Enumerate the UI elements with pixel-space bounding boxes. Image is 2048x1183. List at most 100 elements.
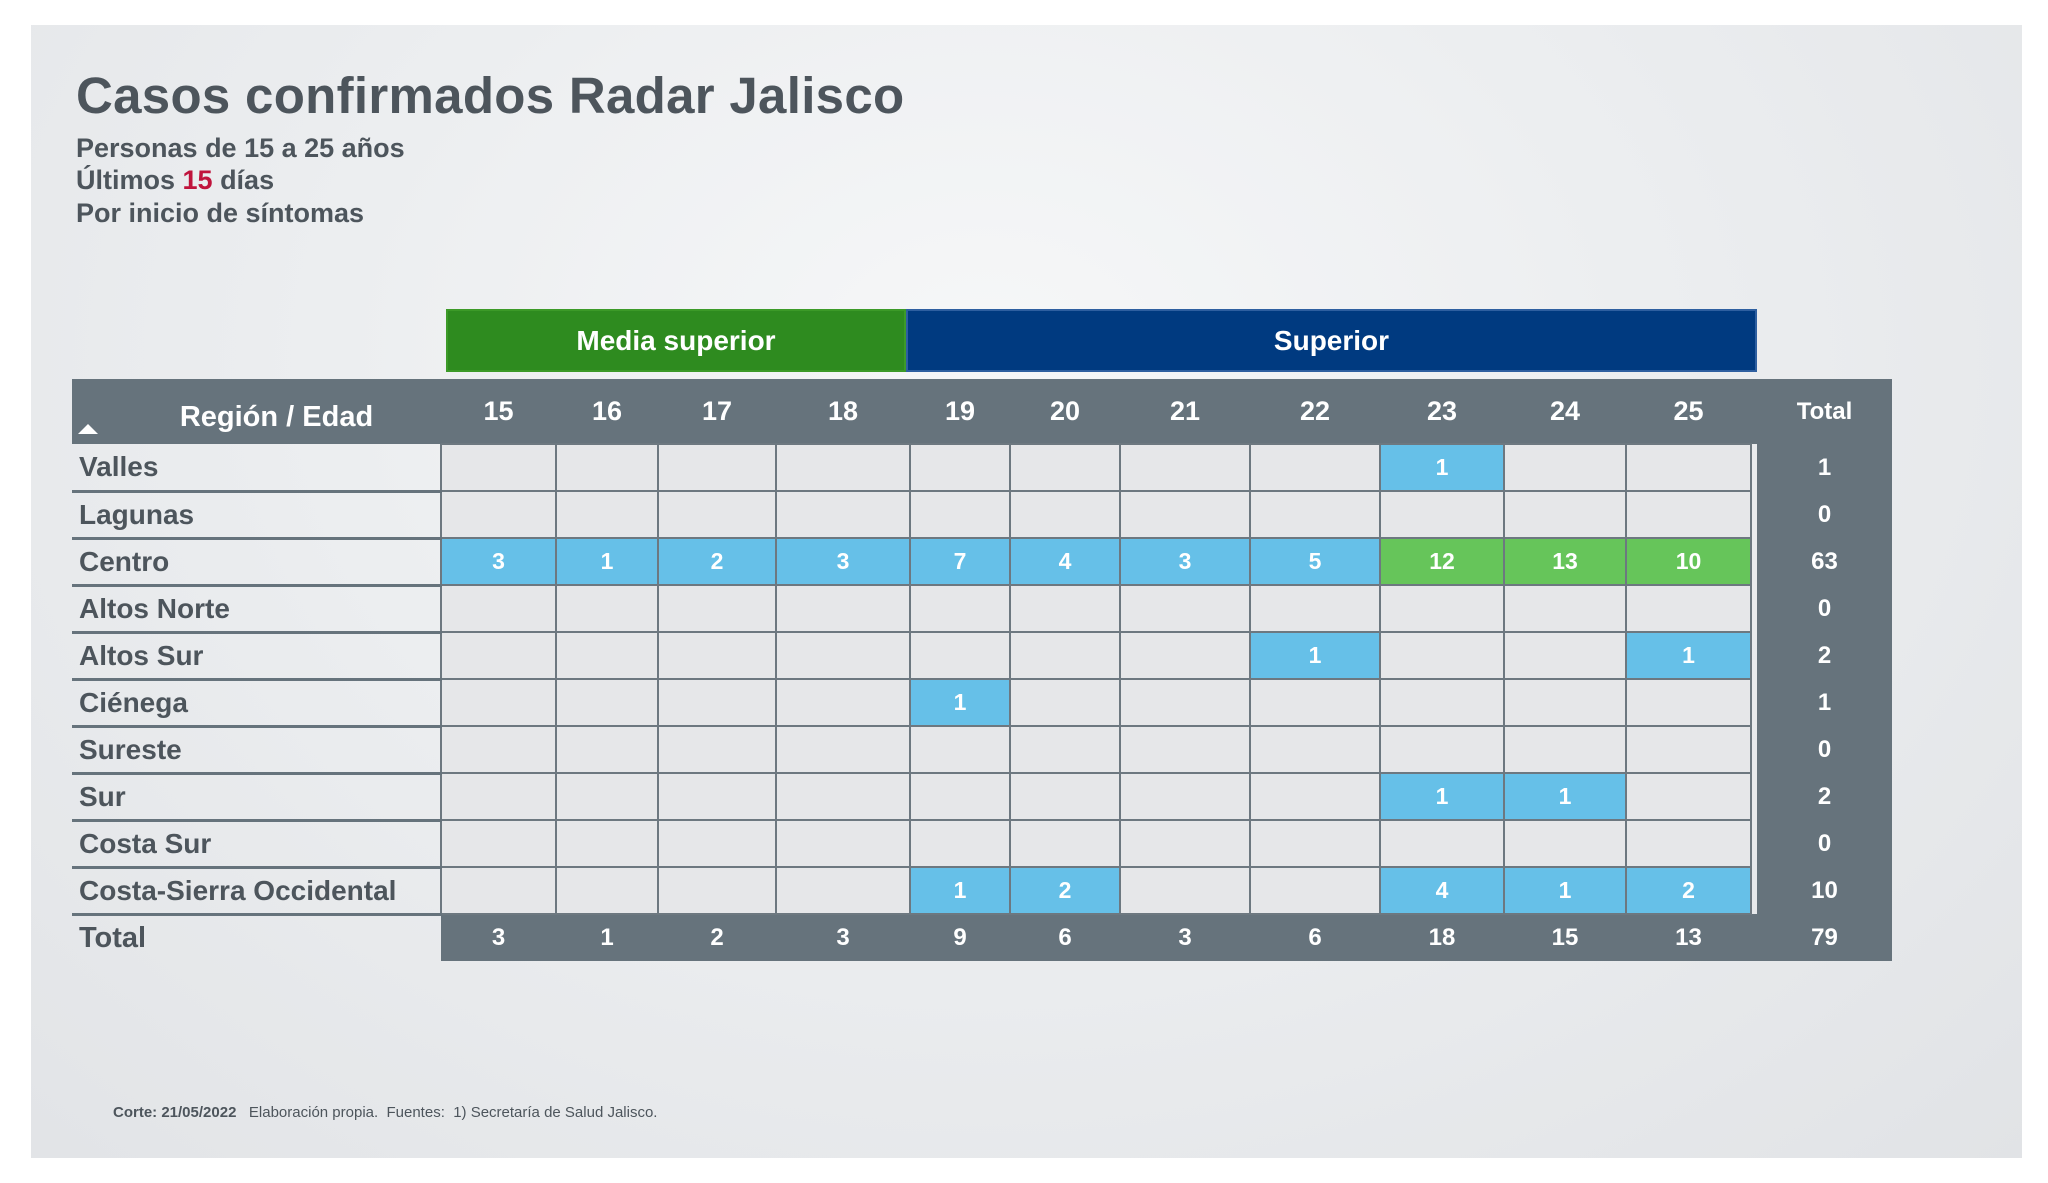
case-count-cell[interactable] (1249, 866, 1381, 915)
case-count-cell[interactable]: 1 (1503, 866, 1627, 915)
case-count-cell[interactable] (555, 443, 659, 492)
case-count-cell[interactable] (555, 725, 659, 774)
case-count-cell[interactable] (440, 819, 557, 868)
case-count-cell[interactable] (1009, 819, 1121, 868)
case-count-cell[interactable] (775, 725, 911, 774)
case-count-cell[interactable] (657, 443, 777, 492)
case-count-cell[interactable] (1249, 490, 1381, 539)
case-count-cell[interactable] (1119, 725, 1251, 774)
age-column-header[interactable]: 24 (1504, 379, 1626, 444)
case-count-cell[interactable] (1625, 443, 1752, 492)
case-count-cell[interactable] (440, 443, 557, 492)
case-count-cell[interactable] (1379, 725, 1505, 774)
case-count-cell[interactable]: 2 (1625, 866, 1752, 915)
case-count-cell[interactable] (775, 819, 911, 868)
case-count-cell[interactable]: 13 (1503, 537, 1627, 586)
case-count-cell[interactable] (1625, 490, 1752, 539)
case-count-cell[interactable] (909, 490, 1011, 539)
case-count-cell[interactable] (1379, 819, 1505, 868)
case-count-cell[interactable] (657, 866, 777, 915)
case-count-cell[interactable] (555, 490, 659, 539)
case-count-cell[interactable] (909, 631, 1011, 680)
case-count-cell[interactable] (1249, 584, 1381, 633)
case-count-cell[interactable]: 1 (1379, 772, 1505, 821)
case-count-cell[interactable] (1503, 678, 1627, 727)
age-column-header[interactable]: 17 (658, 379, 776, 444)
total-column-header[interactable]: Total (1757, 379, 1892, 444)
age-column-header[interactable]: 21 (1120, 379, 1250, 444)
case-count-cell[interactable]: 3 (440, 537, 557, 586)
case-count-cell[interactable]: 1 (909, 678, 1011, 727)
case-count-cell[interactable] (1503, 443, 1627, 492)
case-count-cell[interactable] (555, 819, 659, 868)
case-count-cell[interactable] (657, 678, 777, 727)
case-count-cell[interactable] (1625, 725, 1752, 774)
case-count-cell[interactable] (775, 631, 911, 680)
region-age-header[interactable]: Región / Edad (72, 379, 441, 444)
case-count-cell[interactable]: 1 (1379, 443, 1505, 492)
case-count-cell[interactable] (657, 631, 777, 680)
case-count-cell[interactable] (555, 584, 659, 633)
case-count-cell[interactable] (1119, 584, 1251, 633)
case-count-cell[interactable] (1379, 678, 1505, 727)
case-count-cell[interactable] (1119, 866, 1251, 915)
age-column-header[interactable]: 15 (441, 379, 556, 444)
case-count-cell[interactable] (1625, 584, 1752, 633)
case-count-cell[interactable] (1379, 490, 1505, 539)
case-count-cell[interactable] (1503, 819, 1627, 868)
case-count-cell[interactable] (657, 772, 777, 821)
age-column-header[interactable]: 20 (1010, 379, 1120, 444)
case-count-cell[interactable] (775, 490, 911, 539)
case-count-cell[interactable] (909, 584, 1011, 633)
case-count-cell[interactable] (1249, 443, 1381, 492)
case-count-cell[interactable] (1625, 819, 1752, 868)
case-count-cell[interactable]: 10 (1625, 537, 1752, 586)
case-count-cell[interactable]: 1 (1625, 631, 1752, 680)
case-count-cell[interactable] (1119, 443, 1251, 492)
case-count-cell[interactable] (1119, 772, 1251, 821)
case-count-cell[interactable] (440, 866, 557, 915)
case-count-cell[interactable] (1503, 584, 1627, 633)
case-count-cell[interactable] (440, 725, 557, 774)
case-count-cell[interactable] (1009, 631, 1121, 680)
case-count-cell[interactable] (1009, 443, 1121, 492)
case-count-cell[interactable] (657, 584, 777, 633)
case-count-cell[interactable] (1249, 772, 1381, 821)
case-count-cell[interactable] (555, 631, 659, 680)
case-count-cell[interactable]: 1 (1503, 772, 1627, 821)
case-count-cell[interactable] (1119, 490, 1251, 539)
case-count-cell[interactable] (1009, 584, 1121, 633)
case-count-cell[interactable] (555, 866, 659, 915)
age-column-header[interactable]: 18 (776, 379, 910, 444)
case-count-cell[interactable] (1119, 819, 1251, 868)
case-count-cell[interactable] (657, 819, 777, 868)
case-count-cell[interactable] (1249, 725, 1381, 774)
case-count-cell[interactable] (555, 772, 659, 821)
case-count-cell[interactable] (909, 819, 1011, 868)
case-count-cell[interactable] (657, 725, 777, 774)
case-count-cell[interactable]: 4 (1009, 537, 1121, 586)
case-count-cell[interactable] (1625, 678, 1752, 727)
case-count-cell[interactable] (909, 725, 1011, 774)
case-count-cell[interactable] (440, 772, 557, 821)
age-column-header[interactable]: 19 (910, 379, 1010, 444)
age-column-header[interactable]: 23 (1380, 379, 1504, 444)
case-count-cell[interactable] (1009, 678, 1121, 727)
case-count-cell[interactable] (440, 678, 557, 727)
case-count-cell[interactable] (1009, 772, 1121, 821)
case-count-cell[interactable]: 4 (1379, 866, 1505, 915)
case-count-cell[interactable] (775, 678, 911, 727)
case-count-cell[interactable] (775, 866, 911, 915)
case-count-cell[interactable] (1503, 631, 1627, 680)
case-count-cell[interactable] (440, 631, 557, 680)
case-count-cell[interactable] (1379, 584, 1505, 633)
case-count-cell[interactable] (1503, 490, 1627, 539)
case-count-cell[interactable] (1379, 631, 1505, 680)
case-count-cell[interactable] (909, 772, 1011, 821)
case-count-cell[interactable] (775, 584, 911, 633)
case-count-cell[interactable]: 2 (1009, 866, 1121, 915)
case-count-cell[interactable] (440, 584, 557, 633)
case-count-cell[interactable] (1625, 772, 1752, 821)
case-count-cell[interactable]: 1 (1249, 631, 1381, 680)
case-count-cell[interactable] (657, 490, 777, 539)
